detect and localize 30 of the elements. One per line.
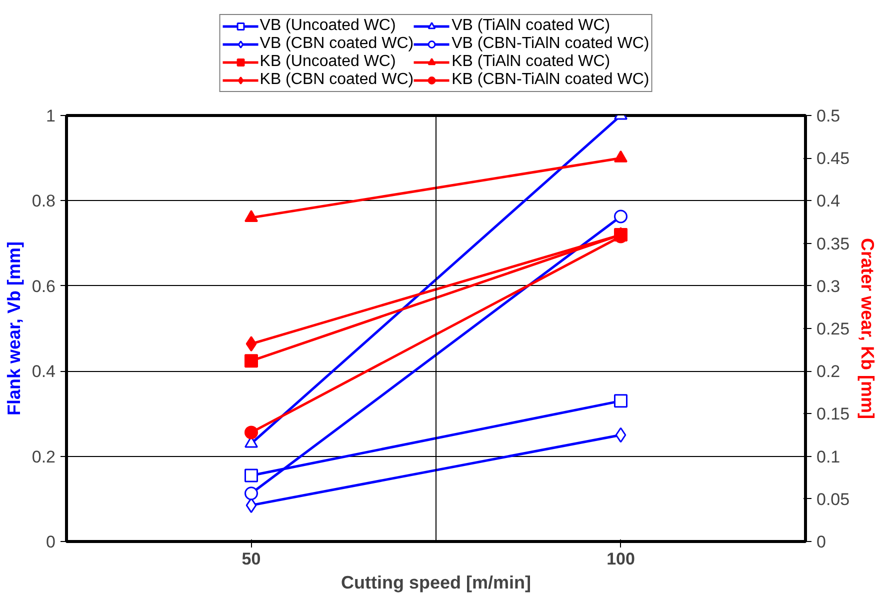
- y2-tick-label: 0.35: [816, 234, 850, 254]
- y2-tick-label: 0.5: [816, 106, 840, 126]
- y-axis-title: Flank wear, Vb [mm]: [4, 241, 24, 416]
- legend-label: KB (Uncoated WC): [260, 52, 396, 70]
- y2-tick-label: 0.2: [816, 362, 840, 382]
- x-tick-label: 50: [242, 550, 261, 568]
- y2-tick-label: 0.1: [816, 447, 840, 466]
- legend-label: KB (TiAlN coated WC): [452, 52, 610, 70]
- y2-tick-label: 0.3: [816, 276, 840, 296]
- y-tick-label: 0.6: [32, 276, 56, 296]
- y2-tick-label: 0.45: [816, 149, 850, 168]
- y2-tick-label: 0.15: [816, 404, 850, 424]
- legend-label: VB (CBN-TiAlN coated WC): [452, 34, 650, 52]
- x-axis-title: Cutting speed [m/min]: [341, 572, 532, 592]
- legend-label: VB (Uncoated WC): [260, 16, 396, 34]
- y2-tick-label: 0.25: [816, 320, 850, 338]
- legend-label: VB (CBN coated WC): [260, 34, 414, 52]
- y2-axis-title: Crater wear, Kb [mm]: [858, 238, 878, 420]
- legend-label: KB (CBN-TiAlN coated WC): [452, 70, 650, 88]
- y2-tick-label: 0.4: [816, 192, 840, 211]
- y-tick-label: 0.8: [32, 192, 56, 211]
- y-tick-label: 0.4: [32, 362, 56, 382]
- y2-tick-label: 0.05: [816, 490, 850, 509]
- y-tick-label: 0.2: [32, 447, 56, 466]
- x-tick-label: 100: [606, 550, 635, 568]
- legend-label: KB (CBN coated WC): [260, 70, 414, 88]
- y2-tick-label: 0: [816, 532, 826, 552]
- y-tick-label: 0: [46, 532, 56, 552]
- y-tick-label: 1: [46, 106, 56, 126]
- legend-label: VB (TiAlN coated WC): [452, 16, 610, 34]
